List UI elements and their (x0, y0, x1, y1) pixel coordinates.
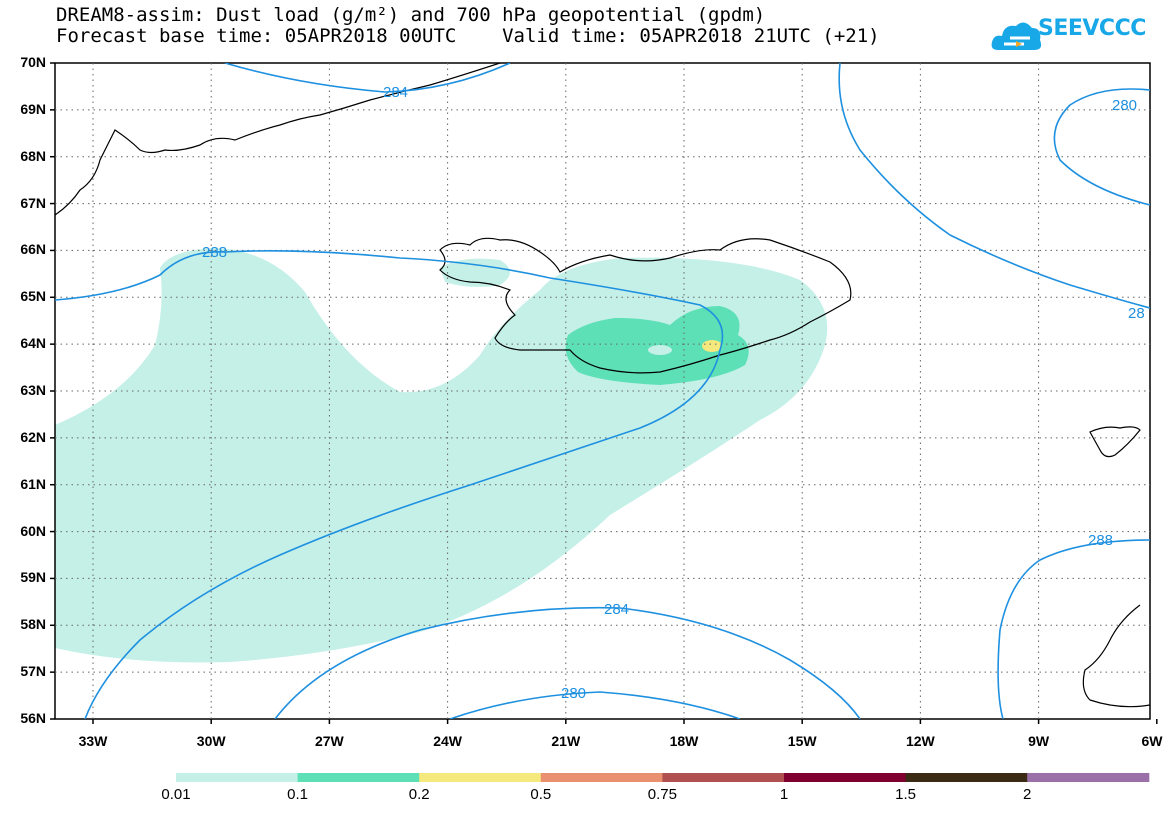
lon-label: 24W (433, 733, 462, 749)
lon-label: 15W (787, 733, 817, 749)
contour-288-main (55, 250, 724, 719)
geopotential-contours (55, 63, 1150, 719)
axis-ticks (50, 62, 1158, 724)
lon-label: 12W (905, 733, 935, 749)
contour-label: 280 (561, 685, 586, 702)
lat-label: 59N (20, 569, 46, 586)
colorbar-swatch (419, 773, 542, 782)
colorbar-swatch (1027, 773, 1150, 782)
contour-label: 288 (202, 244, 227, 261)
colorbar-label: 1 (779, 786, 789, 803)
lat-label: 58N (20, 616, 46, 633)
contour-280-south (449, 691, 741, 719)
contour-284-east (838, 63, 1150, 309)
scotland-coast (1082, 604, 1150, 708)
lon-label: 27W (314, 733, 344, 749)
lat-label: 67N (20, 194, 46, 211)
dust-area-high (702, 340, 722, 352)
contour-label: 280 (1112, 97, 1137, 114)
contour-288-se (997, 539, 1150, 719)
contour-label: 288 (1088, 532, 1113, 549)
dust-area-light-inner (648, 345, 672, 355)
contour-284-north (224, 63, 511, 93)
logo-text: SEEVCCC (1038, 16, 1146, 41)
colorbar-label: 0.5 (530, 786, 552, 803)
colorbar-swatch (297, 773, 420, 782)
contour-label: 284 (604, 601, 629, 618)
lat-label: 60N (20, 522, 46, 539)
lat-label: 66N (20, 241, 46, 258)
lon-label: 21W (551, 733, 581, 749)
colorbar-label: 0.2 (408, 786, 430, 803)
lon-label: 30W (196, 733, 226, 749)
colorbar-swatch (905, 773, 1028, 782)
colorbar-swatch (662, 773, 785, 782)
coastlines (55, 63, 1150, 708)
colorbar-label: 2 (1023, 786, 1032, 803)
lat-label: 63N (20, 382, 46, 398)
lon-label: 33W (78, 733, 108, 749)
contour-284-south (274, 606, 861, 719)
lat-label: 61N (20, 475, 46, 492)
colorbar-swatch (784, 773, 907, 782)
lat-label: 68N (20, 147, 46, 164)
iceland-coast (439, 237, 852, 374)
colorbar-label: 0.1 (287, 786, 309, 803)
colorbar-swatch (540, 773, 663, 782)
contour-280-ne (1053, 88, 1150, 206)
graticule (55, 63, 1150, 719)
title-line-1: DREAM8-assim: Dust load (g/m²) and 700 h… (56, 4, 766, 26)
lon-label: 18W (669, 733, 699, 749)
lon-label: 9W (1028, 733, 1050, 749)
colorbar-label: 0.01 (161, 786, 191, 803)
contour-labels: 284 280 288 28 288 284 280 (202, 84, 1145, 702)
cloud-logo-icon (991, 22, 1042, 50)
colorbar-label: 1.5 (895, 786, 917, 803)
lat-label: 69N (20, 100, 46, 117)
colorbar-label: 0.75 (647, 786, 677, 803)
lat-label: 56N (20, 710, 46, 726)
lat-label: 70N (20, 54, 46, 70)
colorbar-swatch (176, 773, 299, 782)
contour-label: 284 (383, 84, 408, 101)
title-line-2: Forecast base time: 05APR2018 00UTC Vali… (56, 25, 880, 47)
lat-label: 62N (20, 428, 46, 445)
colorbar (176, 773, 1150, 782)
lat-label: 65N (20, 288, 46, 305)
lat-label: 64N (20, 335, 46, 352)
contour-label: 28 (1128, 305, 1145, 322)
lon-label: 6W (1141, 733, 1163, 749)
greenland-coast (55, 63, 501, 216)
faroe-coast (1089, 426, 1141, 458)
lat-label: 57N (20, 663, 46, 680)
